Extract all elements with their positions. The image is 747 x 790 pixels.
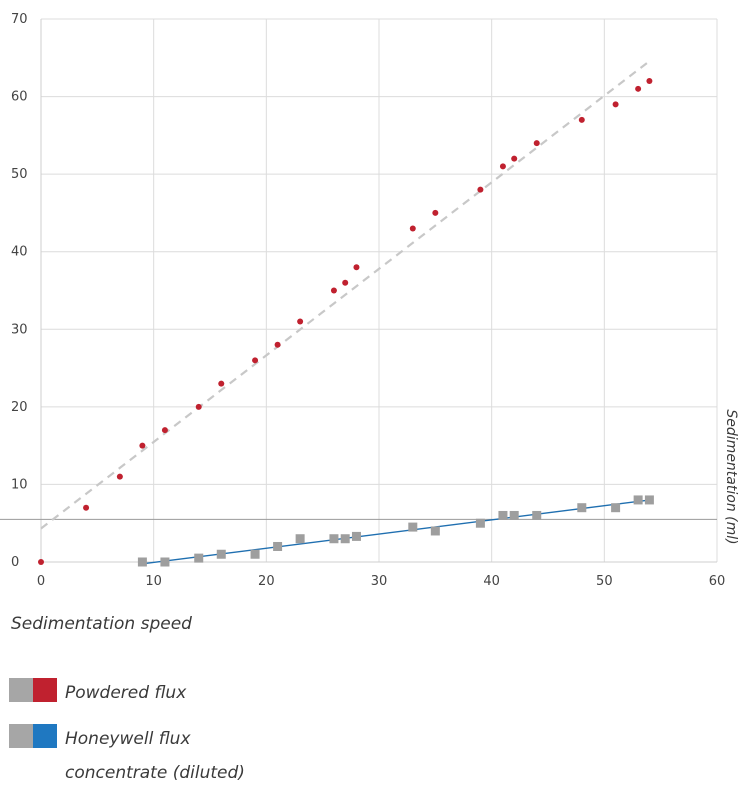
x-tick-label: 50 [596, 574, 613, 589]
data-point-series-1 [160, 557, 170, 567]
legend-swatch-powdered-flux [9, 678, 57, 702]
data-point-series-0 [511, 155, 518, 162]
y-tick-label: 20 [11, 400, 28, 415]
y-tick-label: 40 [11, 245, 28, 260]
data-point-series-0 [353, 264, 360, 271]
y-axis-label: Sedimentation (ml) [723, 409, 739, 544]
data-point-series-1 [216, 549, 226, 559]
data-point-series-1 [340, 534, 350, 544]
data-point-series-0 [297, 318, 304, 325]
data-point-series-0 [635, 85, 642, 92]
data-point-series-1 [351, 531, 361, 541]
sedimentation-chart: 0102030405060010203040506070Time (min)Se… [0, 12, 739, 589]
x-tick-label: 60 [709, 574, 726, 589]
y-tick-label: 50 [11, 167, 28, 182]
data-point-series-0 [409, 225, 416, 232]
legend-label-honeywell-flux: Honeywell flux concentrate (diluted) [65, 722, 265, 790]
x-tick-label: 0 [37, 574, 45, 589]
y-tick-label: 70 [11, 12, 28, 27]
legend-item-honeywell-flux: Honeywell flux concentrate (diluted) [9, 722, 265, 790]
data-point-series-1 [633, 495, 643, 505]
x-tick-label: 40 [483, 574, 500, 589]
x-tick-label: 30 [371, 574, 388, 589]
data-point-series-1 [430, 526, 440, 536]
data-point-series-1 [509, 510, 519, 520]
data-point-series-0 [432, 209, 439, 216]
data-point-series-1 [273, 541, 283, 551]
data-point-series-0 [342, 279, 349, 286]
data-point-series-0 [612, 101, 619, 108]
x-tick-label: 10 [145, 574, 162, 589]
data-point-series-1 [137, 557, 147, 567]
legend-swatch-red [33, 678, 57, 702]
data-point-series-1 [250, 549, 260, 559]
legend-swatch-honeywell-flux [9, 724, 57, 748]
data-point-series-0 [38, 559, 44, 565]
legend-label-line: concentrate (diluted) [65, 763, 245, 783]
legend-label-line: Powdered flux [65, 683, 187, 703]
data-point-series-1 [644, 495, 654, 505]
data-point-series-0 [83, 504, 90, 511]
data-point-series-0 [330, 287, 337, 294]
data-point-series-1 [475, 518, 485, 528]
y-tick-label: 30 [11, 322, 28, 337]
legend-swatch-blue [33, 724, 57, 748]
legend-swatch-grey [9, 678, 33, 702]
legend-swatch-grey [9, 724, 33, 748]
data-point-series-0 [274, 341, 281, 348]
y-tick-label: 10 [11, 477, 28, 492]
data-point-series-1 [329, 534, 339, 544]
data-point-series-0 [161, 427, 168, 434]
legend-label-line: Honeywell flux [65, 729, 191, 749]
data-point-series-0 [252, 357, 259, 364]
data-point-series-0 [139, 442, 146, 449]
y-tick-label: 60 [11, 90, 28, 105]
data-point-series-0 [646, 78, 653, 85]
data-point-series-0 [116, 473, 123, 480]
data-point-series-0 [477, 186, 484, 193]
data-point-series-1 [498, 510, 508, 520]
data-point-series-0 [195, 403, 202, 410]
trend-line-series-0 [40, 60, 651, 530]
trend-line-series-1 [142, 499, 650, 565]
data-point-series-1 [532, 510, 542, 520]
x-tick-label: 20 [258, 574, 275, 589]
legend-item-powdered-flux: Powdered flux [9, 676, 265, 710]
chart-caption: Sedimentation speed [11, 614, 192, 634]
data-point-series-1 [611, 503, 621, 513]
data-point-series-1 [408, 522, 418, 532]
data-point-series-0 [578, 116, 585, 123]
data-point-series-0 [499, 163, 506, 170]
legend-label-powdered-flux: Powdered flux [65, 676, 265, 710]
data-point-series-0 [533, 140, 540, 147]
data-point-series-1 [194, 553, 204, 563]
y-tick-label: 0 [11, 555, 19, 570]
data-point-series-0 [218, 380, 225, 387]
data-point-series-1 [295, 534, 305, 544]
data-point-series-1 [577, 503, 587, 513]
